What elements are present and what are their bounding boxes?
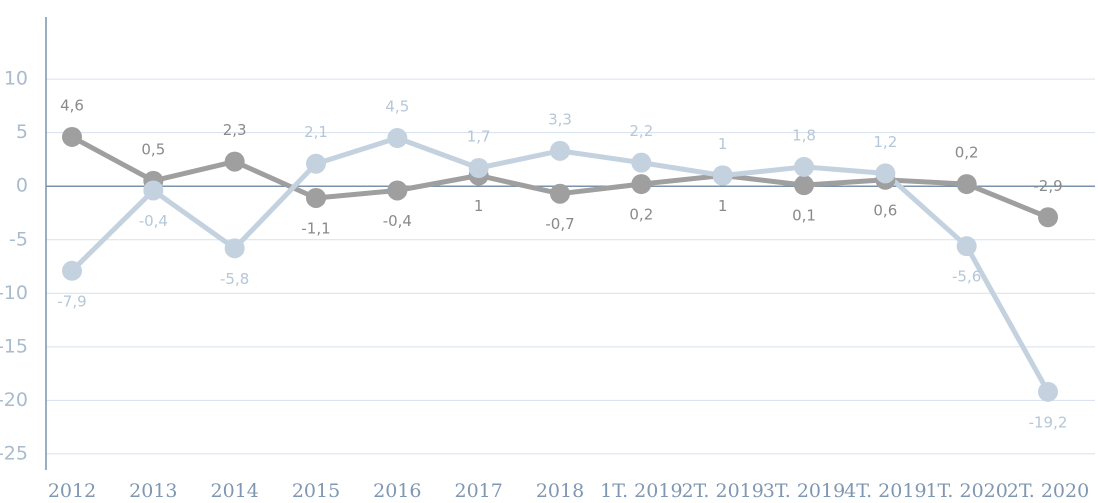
value-label: -0,4 <box>139 212 168 230</box>
x-tick-label: 2012 <box>48 480 96 502</box>
value-label: -2,9 <box>1033 177 1062 195</box>
point <box>550 140 570 161</box>
point <box>631 174 652 195</box>
point <box>1038 207 1058 228</box>
value-label: 4,6 <box>60 96 84 114</box>
y-tick-label: -5 <box>9 228 28 250</box>
x-tick-label: 2018 <box>536 480 584 502</box>
point <box>956 236 977 257</box>
point <box>794 175 814 196</box>
point <box>794 156 814 177</box>
value-label: 0,2 <box>955 144 979 162</box>
x-tick-label: 2016 <box>373 480 421 502</box>
value-label: 0,6 <box>873 201 897 219</box>
point <box>62 260 82 281</box>
value-label: 4,5 <box>385 98 409 116</box>
y-tick-label: -15 <box>0 335 28 357</box>
point <box>306 153 326 174</box>
value-label: 0,5 <box>141 140 165 158</box>
point <box>712 165 733 186</box>
x-tick-label: 2014 <box>210 480 258 502</box>
point <box>956 174 977 195</box>
point <box>1038 381 1058 402</box>
point <box>224 238 245 259</box>
x-tick-label: 2T. 2019 <box>681 480 763 502</box>
point <box>468 158 489 178</box>
value-label: 1,7 <box>467 128 491 146</box>
point <box>306 187 326 208</box>
x-tick-label: 2015 <box>292 480 340 502</box>
point <box>387 128 408 149</box>
y-tick-label: 10 <box>4 68 28 90</box>
y-tick-label: -25 <box>0 442 28 464</box>
value-label: 1 <box>474 197 484 215</box>
value-label: -5,6 <box>952 268 981 286</box>
x-tick-label: 1T. 2020 <box>925 480 1007 502</box>
value-label: 0,1 <box>792 207 816 225</box>
y-tick-label: -20 <box>0 389 28 411</box>
point <box>387 180 408 201</box>
point <box>631 152 652 173</box>
value-label: 1,2 <box>873 133 897 151</box>
x-tick-label: 4T. 2019 <box>844 480 926 502</box>
x-tick-label: 2013 <box>129 480 177 502</box>
point <box>550 183 570 204</box>
value-label: -7,9 <box>57 292 86 310</box>
value-label: -1,1 <box>301 219 330 237</box>
value-label: -19,2 <box>1029 413 1068 431</box>
point <box>143 180 164 201</box>
x-tick-label: 3T. 2019 <box>763 480 845 502</box>
y-tick-label: 0 <box>16 175 28 197</box>
value-label: 2,2 <box>629 122 653 140</box>
x-tick-label: 1T. 2019 <box>600 480 682 502</box>
point <box>62 126 82 147</box>
y-tick-label: 5 <box>16 121 28 143</box>
value-label: 1 <box>718 135 728 153</box>
point <box>875 163 896 184</box>
y-tick-label: -10 <box>0 282 28 304</box>
value-label: -0,4 <box>383 212 412 230</box>
value-label: 0,2 <box>629 206 653 224</box>
value-label: 2,1 <box>304 123 328 141</box>
value-label: 2,3 <box>223 121 247 139</box>
value-label: -0,7 <box>545 215 574 233</box>
value-label: 1,8 <box>792 126 816 144</box>
x-tick-label: 2T. 2020 <box>1007 480 1089 502</box>
value-label: 1 <box>718 197 728 215</box>
point <box>224 151 245 172</box>
series-line <box>70 135 1051 394</box>
value-label: 3,3 <box>548 110 572 128</box>
x-tick-label: 2017 <box>454 480 502 502</box>
value-label: -5,8 <box>220 270 249 288</box>
